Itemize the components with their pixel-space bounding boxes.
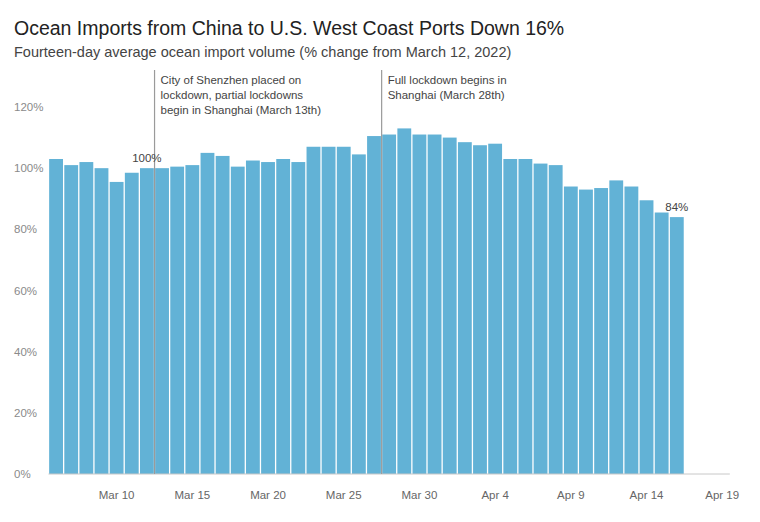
bar: [503, 159, 517, 474]
bar: [49, 159, 63, 474]
chart: Ocean Imports from China to U.S. West Co…: [0, 0, 760, 522]
bar: [231, 167, 245, 474]
y-tick-label: 100%: [14, 162, 43, 174]
bar: [670, 217, 684, 474]
annotation-text: lockdown, partial lockdowns: [161, 89, 304, 101]
y-tick-label: 120%: [14, 101, 43, 113]
bar: [352, 154, 366, 474]
title: Ocean Imports from China to U.S. West Co…: [14, 17, 564, 39]
data-label: 84%: [665, 201, 688, 213]
bar: [458, 142, 472, 474]
annotation-text: begin in Shanghai (March 13th): [161, 104, 322, 116]
subtitle: Fourteen-day average ocean import volume…: [14, 44, 511, 60]
bar: [624, 187, 638, 474]
bar: [322, 147, 336, 474]
bar: [609, 180, 623, 474]
bar: [488, 144, 502, 474]
bar: [216, 156, 230, 474]
y-tick-label: 60%: [14, 285, 37, 297]
annotation-text: City of Shenzhen placed on: [161, 74, 302, 86]
bar: [276, 159, 290, 474]
bar: [95, 168, 109, 474]
bar: [201, 153, 215, 474]
bars: [49, 128, 684, 474]
bar: [337, 147, 351, 474]
x-tick-label: Apr 19: [705, 489, 739, 501]
bar: [125, 173, 139, 474]
bar: [579, 190, 593, 474]
y-tick-label: 0%: [14, 468, 31, 480]
bar: [261, 162, 275, 474]
bar: [170, 167, 184, 474]
bar: [246, 161, 260, 474]
bar: [413, 135, 427, 474]
bar: [564, 187, 578, 474]
y-tick-label: 20%: [14, 407, 37, 419]
bar: [655, 213, 669, 474]
bar: [640, 200, 654, 474]
bar: [140, 168, 154, 474]
y-tick-label: 40%: [14, 346, 37, 358]
bar: [185, 165, 199, 474]
bar: [110, 182, 124, 474]
bar: [307, 147, 321, 474]
x-tick-label: Apr 4: [481, 489, 509, 501]
data-label: 100%: [132, 152, 161, 164]
bar: [397, 128, 411, 474]
x-tick-label: Mar 20: [250, 489, 286, 501]
bar: [291, 162, 305, 474]
bar: [79, 162, 93, 474]
y-tick-label: 80%: [14, 223, 37, 235]
x-tick-label: Mar 15: [174, 489, 210, 501]
annotation-text: Shanghai (March 28th): [388, 89, 505, 101]
annotation-line: [154, 70, 155, 474]
x-tick-label: Mar 10: [99, 489, 135, 501]
bar: [155, 168, 169, 474]
x-tick-label: Mar 25: [326, 489, 362, 501]
x-tick-label: Apr 9: [557, 489, 585, 501]
x-axis-line: [49, 474, 730, 475]
bar: [594, 188, 608, 474]
x-tick-label: Apr 14: [630, 489, 664, 501]
annotation-line: [381, 70, 382, 474]
bar: [64, 165, 78, 474]
annotation-text: Full lockdown begins in: [388, 74, 507, 86]
bar: [473, 145, 487, 474]
bar: [518, 159, 532, 474]
bar: [549, 165, 563, 474]
bar: [534, 164, 548, 474]
x-tick-label: Mar 30: [402, 489, 438, 501]
bar: [367, 136, 381, 474]
bar: [382, 135, 396, 474]
bar: [428, 135, 442, 474]
bar: [443, 138, 457, 474]
